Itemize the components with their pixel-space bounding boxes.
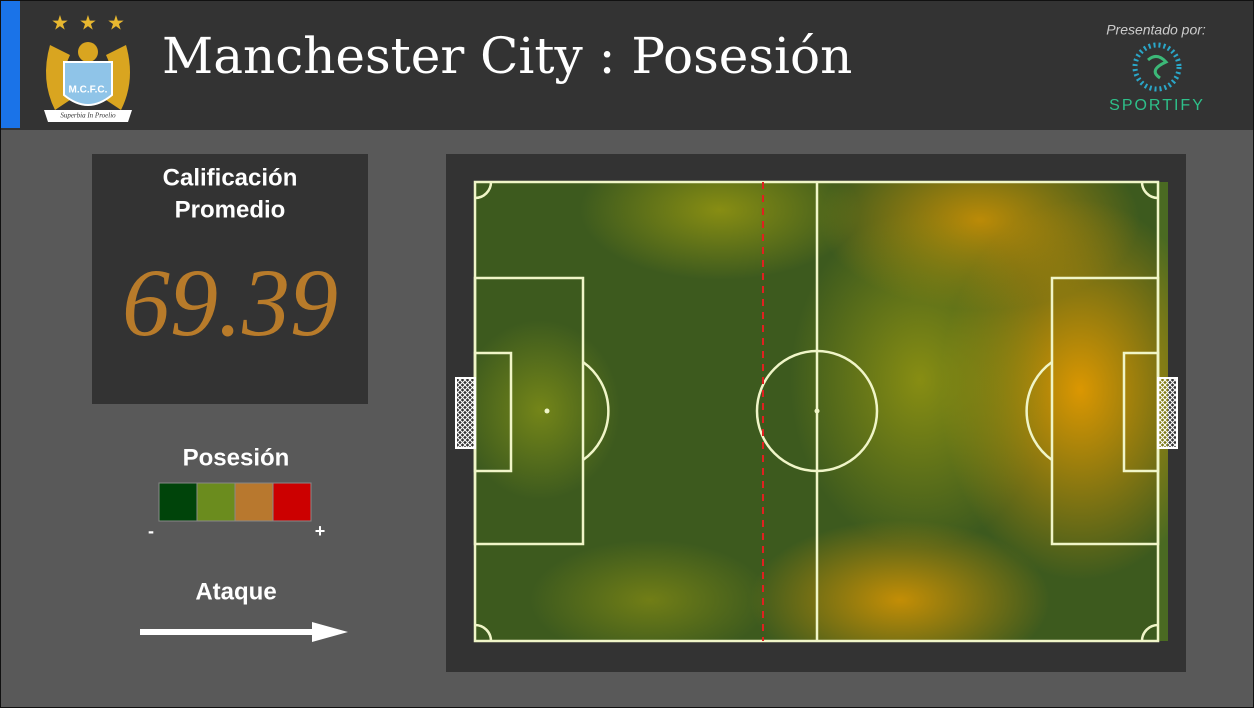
title-team: Manchester City xyxy=(162,27,583,85)
legend-swatch xyxy=(196,482,236,522)
header-bar xyxy=(0,0,1254,130)
penalty-spot xyxy=(544,408,550,414)
svg-text:★: ★ xyxy=(79,12,97,34)
heatmap xyxy=(475,182,1168,641)
goal xyxy=(455,377,476,449)
svg-text:★: ★ xyxy=(107,12,125,34)
title-separator: : xyxy=(599,27,616,85)
legend-swatch xyxy=(272,482,312,522)
legend-title: Posesión xyxy=(183,444,290,471)
legend-low: - xyxy=(148,521,154,541)
center-spot xyxy=(814,408,820,414)
direction-arrow xyxy=(140,622,348,642)
sponsor-logo xyxy=(1132,42,1182,92)
direction-label: Ataque xyxy=(195,578,276,605)
legend-swatches xyxy=(158,482,312,522)
title: Manchester City : Posesión xyxy=(162,27,852,85)
rating-title: Promedio xyxy=(175,196,286,223)
crest: ★ ★ ★ M.C.F.C. Superbia In Proelio xyxy=(44,12,132,122)
legend-high: + xyxy=(315,521,326,541)
crest-initials: M.C.F.C. xyxy=(69,85,108,96)
rating-box xyxy=(92,154,368,404)
presented-by: Presentado por: xyxy=(1106,22,1206,38)
title-section: Posesión xyxy=(631,27,852,85)
goal xyxy=(1157,377,1178,449)
rating-value: 69.39 xyxy=(122,249,338,356)
crest-motto: Superbia In Proelio xyxy=(60,112,116,120)
legend-swatch xyxy=(158,482,198,522)
sponsor-name: SPORTIFY xyxy=(1109,97,1205,114)
accent-strip xyxy=(0,0,20,128)
svg-text:★: ★ xyxy=(51,12,69,34)
legend-swatch xyxy=(234,482,274,522)
rating-title: Calificación xyxy=(163,164,298,191)
